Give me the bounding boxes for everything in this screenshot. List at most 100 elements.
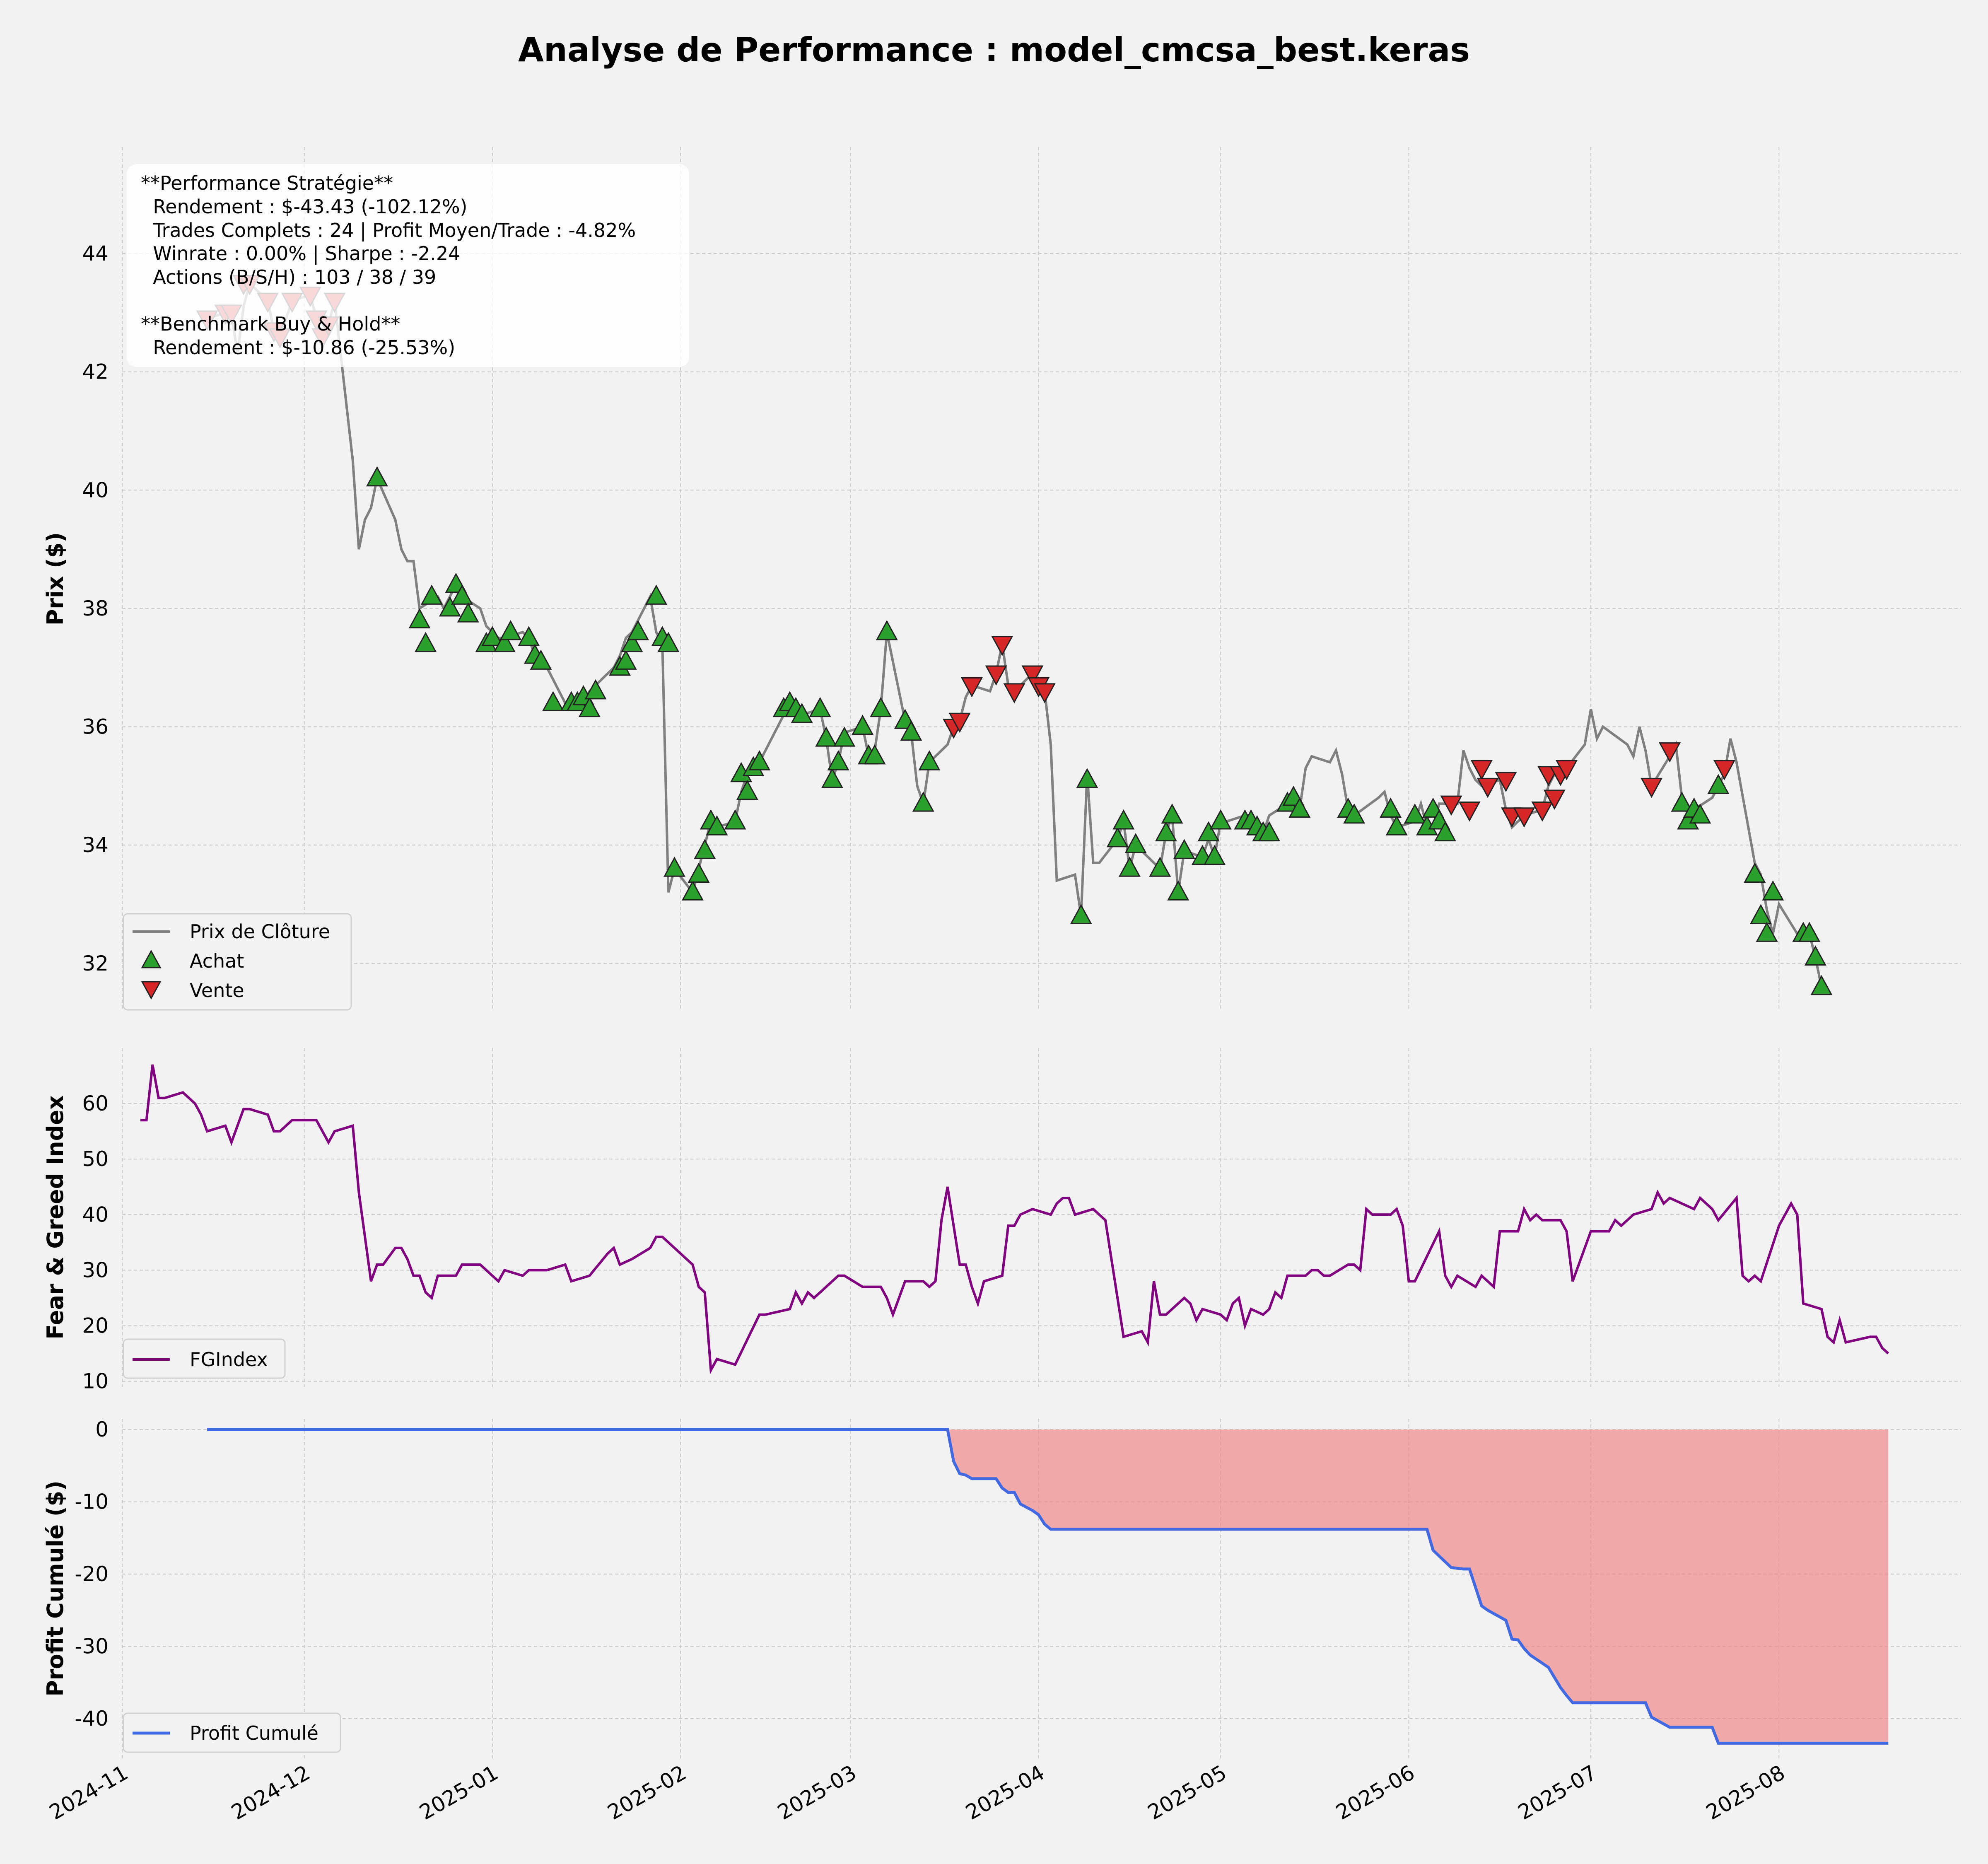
buy-marker: [1155, 821, 1177, 842]
price-y-ticks: 32 34 36 38 40 42 44: [82, 241, 109, 975]
buy-marker: [1106, 827, 1129, 847]
info-line-4: Actions (B/S/H) : 103 / 38 / 39: [141, 266, 436, 288]
buy-marker: [1161, 803, 1183, 824]
buy-marker: [1288, 797, 1311, 818]
price-y-label: Prix ($): [42, 532, 68, 625]
buy-marker: [900, 720, 922, 741]
buy-marker: [645, 584, 668, 605]
sell-marker: [1440, 795, 1462, 816]
sell-marker: [1470, 760, 1493, 780]
profit-y-ticks: -40 -30 -20 -10 0: [75, 1417, 109, 1731]
y-tick-label: -20: [75, 1562, 109, 1586]
y-tick-label: 10: [82, 1369, 109, 1393]
buy-marker: [457, 602, 479, 623]
y-tick-label: 38: [82, 596, 109, 621]
profit-legend-box: [123, 1712, 341, 1753]
buy-marker: [1209, 809, 1232, 830]
y-tick-label: 34: [82, 833, 109, 857]
buy-marker: [366, 466, 388, 487]
buy-marker: [827, 750, 849, 770]
buy-marker: [1689, 803, 1711, 824]
buy-marker: [1197, 821, 1220, 842]
buy-marker: [748, 750, 771, 770]
sell-marker: [1513, 807, 1535, 828]
price-grid: [122, 147, 1961, 1011]
legend-fg-label: FGIndex: [190, 1348, 268, 1371]
buy-marker: [833, 726, 856, 747]
buy-marker: [809, 697, 831, 717]
fg-line: [140, 1064, 1889, 1375]
sell-marker: [1555, 760, 1578, 780]
buy-marker: [615, 650, 637, 670]
legend-buy-label: Achat: [190, 950, 244, 972]
y-tick-label: -40: [75, 1707, 109, 1731]
y-tick-label: 40: [82, 1202, 109, 1227]
buy-marker: [1258, 821, 1281, 842]
info-box: **Performance Stratégie** Rendement : $-…: [127, 164, 689, 367]
info-line-6: **Benchmark Buy & Hold**: [141, 313, 400, 335]
buy-marker: [1434, 821, 1456, 842]
y-tick-label: -30: [75, 1635, 109, 1659]
buy-marker: [852, 715, 874, 735]
info-line-2: Trades Complets : 24 | Profit Moyen/Trad…: [141, 219, 636, 242]
sell-marker: [985, 665, 1007, 686]
buy-marker: [542, 691, 564, 711]
fg-y-label: Fear & Greed Index: [42, 1095, 68, 1340]
buy-marker: [415, 632, 437, 652]
buy-marker: [736, 780, 758, 800]
buy-marker: [1756, 922, 1778, 942]
price-legend: Prix de Clôture Achat Vente: [123, 913, 352, 1011]
info-line-0: **Performance Stratégie**: [141, 172, 393, 194]
buy-marker: [1749, 904, 1772, 925]
buy-marker: [724, 809, 746, 830]
y-tick-label: 32: [82, 951, 109, 975]
buy-marker: [1173, 839, 1195, 859]
buy-marker: [584, 679, 607, 700]
buy-marker: [1112, 809, 1135, 830]
fg-y-ticks: 10 20 30 40 50 60: [82, 1091, 109, 1393]
fg-grid: [122, 1048, 1961, 1387]
buy-marker: [420, 584, 443, 605]
buy-marker: [681, 880, 704, 901]
buy-marker: [870, 697, 892, 717]
sell-marker: [960, 677, 983, 698]
sell-marker: [1531, 801, 1554, 822]
buy-marker: [791, 703, 813, 723]
buy-marker: [1744, 862, 1766, 883]
profit-line: [207, 1428, 1889, 1745]
buy-marker: [706, 815, 728, 835]
buy-marker: [499, 620, 522, 640]
profit-panel: -40 -30 -20 -10 0 Profit Cumulé ($) Profit C…: [42, 1417, 1961, 1758]
y-tick-label: 40: [82, 478, 109, 502]
profit-legend: Profit Cumulé: [123, 1712, 341, 1753]
buy-markers: [366, 466, 1833, 995]
sell-marker: [1543, 790, 1566, 810]
sell-marker: [1021, 665, 1044, 686]
buy-marker: [451, 584, 473, 605]
sell-marker: [991, 636, 1013, 656]
buy-marker: [1385, 815, 1408, 835]
sell-marker: [948, 712, 971, 733]
buy-marker: [1671, 792, 1693, 812]
buy-marker: [1149, 857, 1171, 877]
y-tick-label: 30: [82, 1258, 109, 1282]
buy-marker: [1404, 803, 1426, 824]
buy-marker: [864, 744, 886, 765]
price-panel: 32 34 36 38 40 42 44 Prix ($) Prix de Clôture …: [42, 147, 1961, 1011]
info-line-3: Winrate : 0.00% | Sharpe : -2.24: [141, 242, 460, 265]
buy-marker: [1076, 768, 1098, 788]
sell-marker: [1713, 760, 1736, 780]
buy-marker: [918, 750, 941, 770]
legend-buy-swatch: [141, 949, 162, 968]
fg-legend: FGIndex: [123, 1338, 286, 1379]
legend-sell-swatch: [141, 981, 162, 1000]
profit-loss-area: [207, 1429, 1889, 1743]
buy-marker: [408, 608, 431, 628]
info-line-7: Rendement : $-10.86 (-25.53%): [141, 336, 455, 359]
legend-price-label: Prix de Clôture: [190, 920, 330, 943]
y-tick-label: 0: [95, 1417, 109, 1441]
buy-marker: [1118, 857, 1141, 877]
buy-marker: [493, 632, 516, 652]
sell-marker: [1477, 777, 1499, 798]
